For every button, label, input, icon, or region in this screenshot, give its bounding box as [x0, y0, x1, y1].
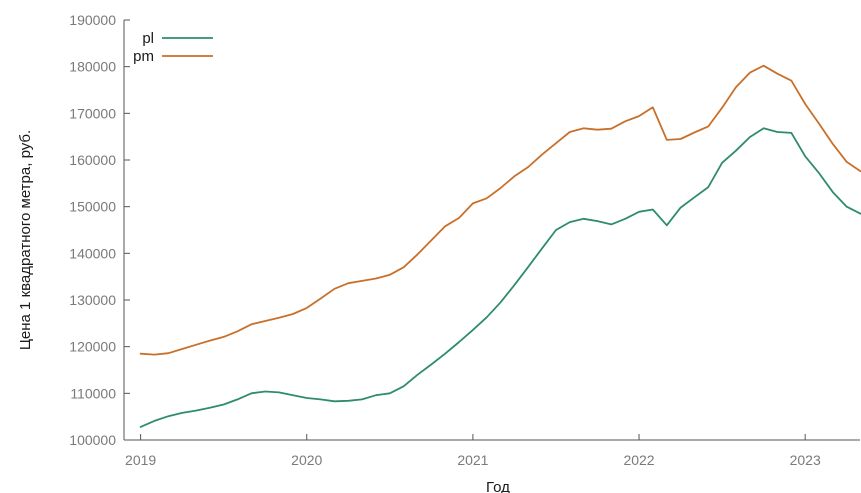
x-tick-label: 2021	[457, 452, 488, 468]
y-tick-label: 110000	[70, 385, 116, 401]
legend-label-pl: pl	[142, 30, 154, 47]
y-tick-label: 140000	[69, 245, 116, 261]
y-axis-label: Цена 1 квадратного метра, руб.	[17, 130, 34, 350]
chart-axes	[123, 20, 860, 441]
y-tick-label: 130000	[69, 292, 116, 308]
y-tick-label: 150000	[69, 199, 116, 215]
y-tick-label: 100000	[69, 432, 116, 448]
x-tick-label: 2022	[623, 452, 654, 468]
series-lines	[139, 64, 861, 428]
series-line-pm	[139, 64, 861, 356]
legend-label-pm: pm	[133, 48, 154, 65]
x-axis-ticks: 2019 2020 2021 2022 2023	[125, 434, 821, 468]
y-tick-label: 180000	[69, 59, 116, 75]
x-tick-label: 2023	[790, 452, 821, 468]
y-tick-label: 190000	[69, 12, 116, 28]
y-axis-ticks: 100000 110000 120000 130000 140000 150000 1600…	[69, 12, 130, 448]
y-tick-label: 170000	[69, 105, 116, 121]
x-axis-label: Год	[486, 479, 510, 493]
y-tick-label: 160000	[69, 152, 116, 168]
x-tick-label: 2019	[125, 452, 156, 468]
x-tick-label: 2020	[291, 452, 322, 468]
series-line-pl	[139, 127, 861, 428]
y-tick-label: 120000	[69, 339, 116, 355]
